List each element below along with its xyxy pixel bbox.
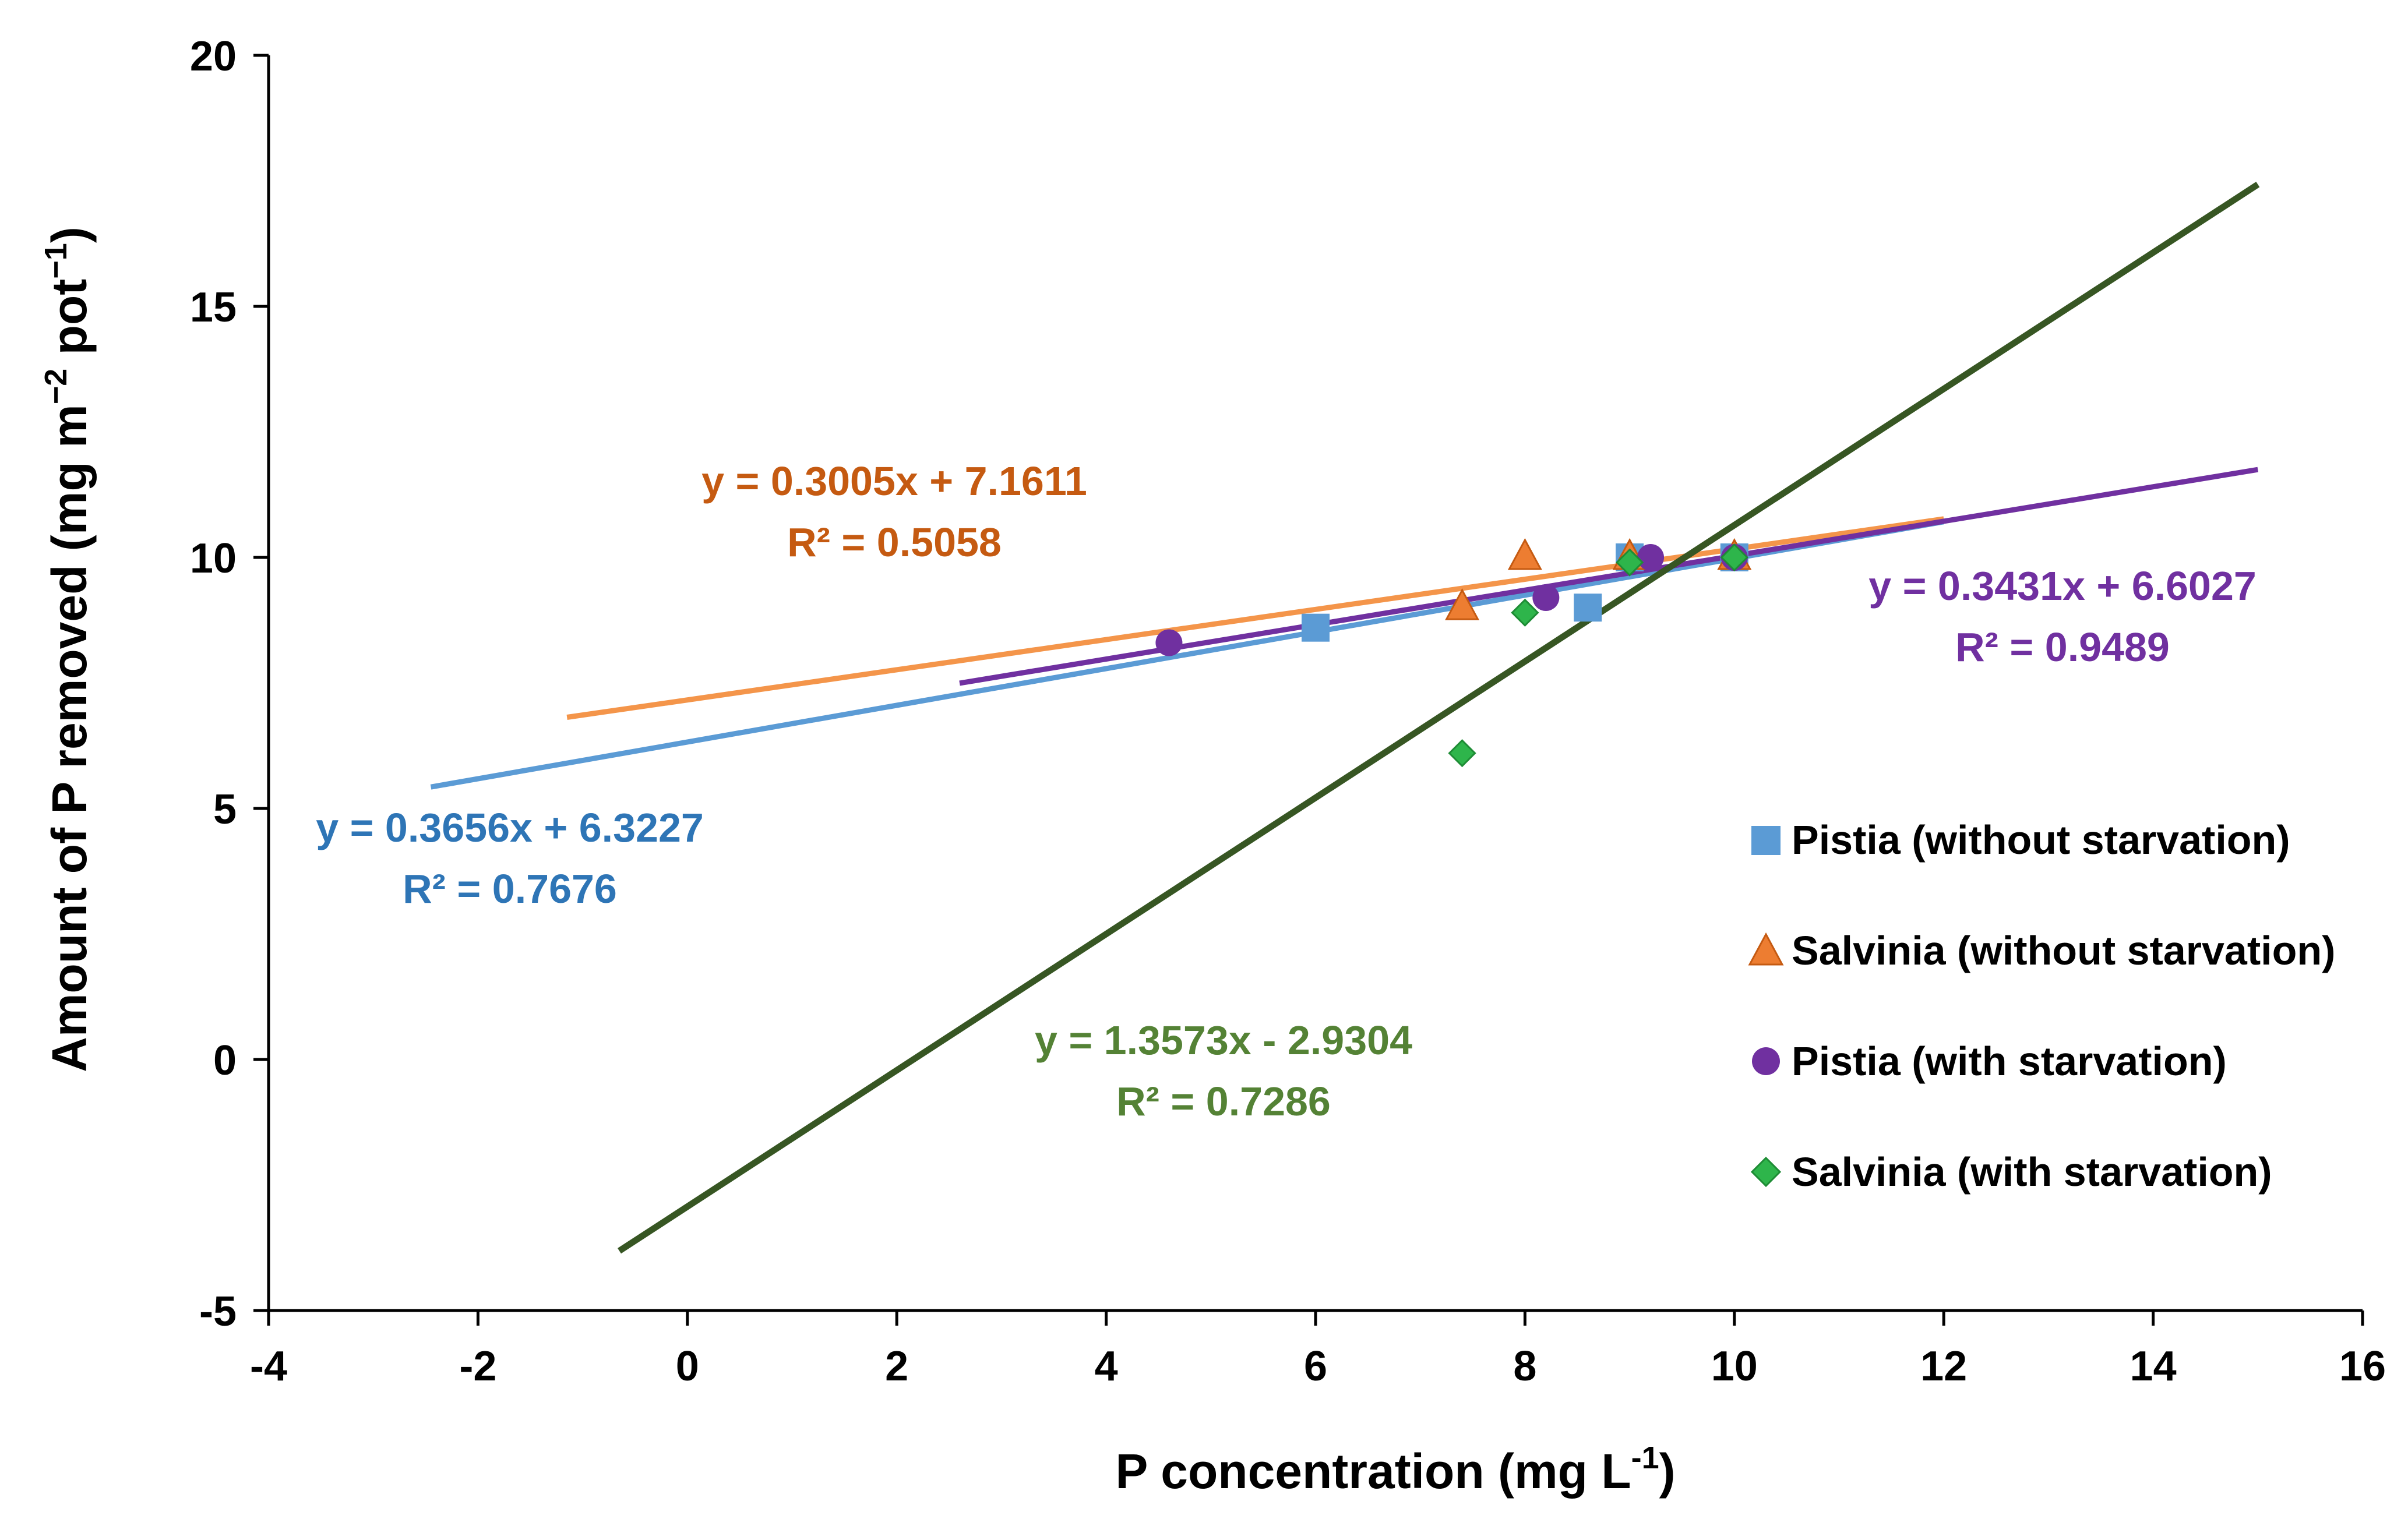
x-tick-label: 2: [885, 1343, 908, 1390]
legend-label: Pistia (without starvation): [1792, 817, 2290, 863]
x-tick-label: 6: [1304, 1343, 1327, 1390]
trendline-salvinia-with: [617, 182, 2260, 1254]
equation-text: y = 0.3431x + 6.6027: [1868, 563, 2257, 609]
data-point-salvinia-without: [1445, 588, 1480, 620]
legend-item-pistia-with: Pistia (with starvation): [1752, 1039, 2227, 1084]
y-axis-ticks: -5 0 5 10 15 20: [190, 33, 269, 1335]
data-point-pistia-with: [1532, 584, 1560, 611]
diamond-marker-icon: [1750, 1156, 1782, 1188]
x-tick-label: 12: [1920, 1343, 1967, 1390]
legend-item-salvinia-with: Salvinia (with starvation): [1750, 1149, 2272, 1195]
data-point-salvinia-with: [1720, 543, 1748, 572]
triangle-marker-icon: [1748, 932, 1784, 966]
data-point-salvinia-without: [1507, 538, 1542, 570]
data-point-salvinia-with: [1511, 598, 1539, 627]
r2-text: R² = 0.5058: [787, 520, 1002, 565]
data-point-pistia-with: [1637, 544, 1665, 571]
x-tick-label: 8: [1513, 1343, 1536, 1390]
x-tick-label: 16: [2339, 1343, 2386, 1390]
legend-item-pistia-without: Pistia (without starvation): [1751, 817, 2290, 863]
x-tick-label: -2: [459, 1343, 496, 1390]
r2-text: R² = 0.7286: [1116, 1079, 1331, 1124]
circle-marker-icon: [1752, 1047, 1780, 1075]
y-tick-label: 5: [213, 786, 237, 833]
square-marker-icon: [1751, 826, 1781, 855]
x-tick-label: 0: [676, 1343, 699, 1390]
data-markers: [1155, 538, 1752, 768]
data-point-pistia-with: [1155, 629, 1183, 656]
equation-text: y = 0.3656x + 6.3227: [316, 805, 704, 850]
y-tick-label: -5: [199, 1288, 237, 1335]
y-tick-label: 0: [213, 1037, 237, 1084]
equation-text: y = 1.3573x - 2.9304: [1035, 1018, 1412, 1063]
legend-item-salvinia-without: Salvinia (without starvation): [1748, 928, 2335, 973]
equation-label-salvinia-with: y = 1.3573x - 2.9304 R² = 0.7286: [1035, 1018, 1412, 1124]
r2-text: R² = 0.9489: [1955, 624, 2170, 670]
y-tick-label: 10: [190, 535, 237, 582]
equation-label-pistia-without: y = 0.3656x + 6.3227 R² = 0.7676: [316, 805, 704, 912]
y-tick-label: 15: [190, 284, 237, 331]
y-axis-title: Amount of P removed (mg m−2 pot−1): [38, 227, 97, 1072]
data-point-salvinia-with: [1615, 548, 1644, 577]
x-tick-label: 10: [1711, 1343, 1758, 1390]
x-tick-label: 4: [1095, 1343, 1118, 1390]
r2-text: R² = 0.7676: [403, 866, 617, 912]
trendline-pistia-without: [430, 519, 1944, 790]
x-tick-label: 14: [2130, 1343, 2177, 1390]
x-tick-label: -4: [250, 1343, 287, 1390]
legend-label: Salvinia (without starvation): [1792, 928, 2335, 973]
equation-label-salvinia-without: y = 0.3005x + 7.1611 R² = 0.5058: [701, 458, 1087, 565]
x-axis-title: P concentration (mg L-1): [1115, 1440, 1675, 1499]
data-point-pistia-without: [1574, 594, 1602, 622]
x-axis-ticks: -4 -2 0 2 4 6 8 10 12 14 16: [250, 1311, 2386, 1390]
y-tick-label: 20: [190, 33, 237, 80]
legend-label: Salvinia (with starvation): [1792, 1149, 2272, 1195]
trendline-salvinia-without: [566, 516, 1944, 720]
equation-text: y = 0.3005x + 7.1611: [701, 458, 1087, 504]
legend: Pistia (without starvation) Salvinia (wi…: [1748, 817, 2335, 1195]
data-point-pistia-without: [1302, 613, 1330, 642]
equation-label-pistia-with: y = 0.3431x + 6.6027 R² = 0.9489: [1868, 563, 2257, 670]
legend-label: Pistia (with starvation): [1792, 1039, 2227, 1084]
data-point-salvinia-with: [1448, 739, 1476, 768]
